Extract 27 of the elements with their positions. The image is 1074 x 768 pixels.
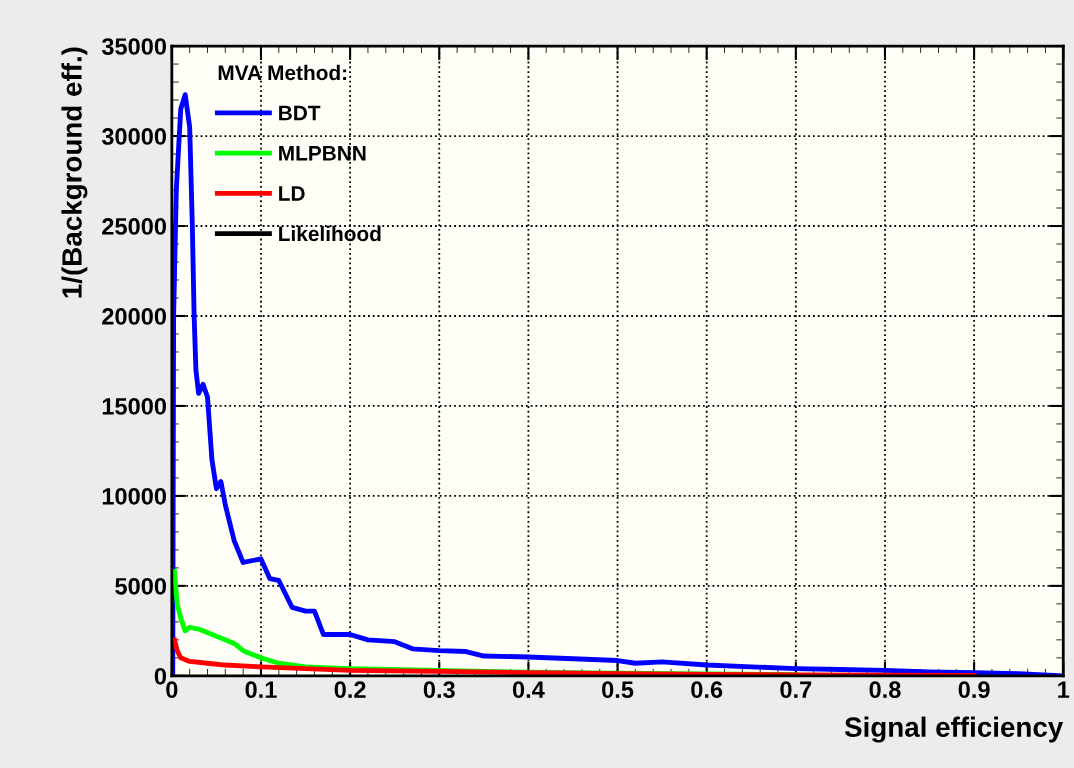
x-tick-label: 0.1 xyxy=(245,681,277,699)
y-tick-label: 25000 xyxy=(102,218,167,235)
x-axis-title: Signal efficiency xyxy=(844,716,1064,743)
legend-title: MVA Method: xyxy=(218,64,347,81)
x-tick-label: 0.2 xyxy=(334,681,366,699)
legend-label: BDT xyxy=(279,105,321,121)
y-axis-title: 1/(Background eff.) xyxy=(61,47,88,298)
y-tick-label: 5000 xyxy=(115,577,167,595)
x-tick-label: 0.9 xyxy=(958,681,990,699)
x-tick-label: 0 xyxy=(166,681,178,699)
x-tick-label: 1 xyxy=(1058,681,1070,698)
y-tick-label: 30000 xyxy=(101,128,167,145)
legend-label: MLPBNN xyxy=(279,146,366,161)
y-tick-label: 20000 xyxy=(102,308,167,325)
x-tick-label: 0.8 xyxy=(869,681,901,699)
legend-label: LD xyxy=(279,186,305,201)
y-tick-label: 15000 xyxy=(102,398,167,415)
y-tick-label: 35000 xyxy=(101,38,167,55)
legend-label: Likelihood xyxy=(279,225,381,242)
y-tick-label: 0 xyxy=(154,667,167,685)
x-tick-label: 0.6 xyxy=(691,681,723,699)
y-tick-label: 10000 xyxy=(102,487,167,505)
x-tick-label: 0.5 xyxy=(602,681,634,699)
x-tick-label: 0.4 xyxy=(512,681,545,699)
x-tick-label: 0.3 xyxy=(423,681,455,699)
x-tick-label: 0.7 xyxy=(780,681,812,699)
line-series xyxy=(172,637,977,676)
